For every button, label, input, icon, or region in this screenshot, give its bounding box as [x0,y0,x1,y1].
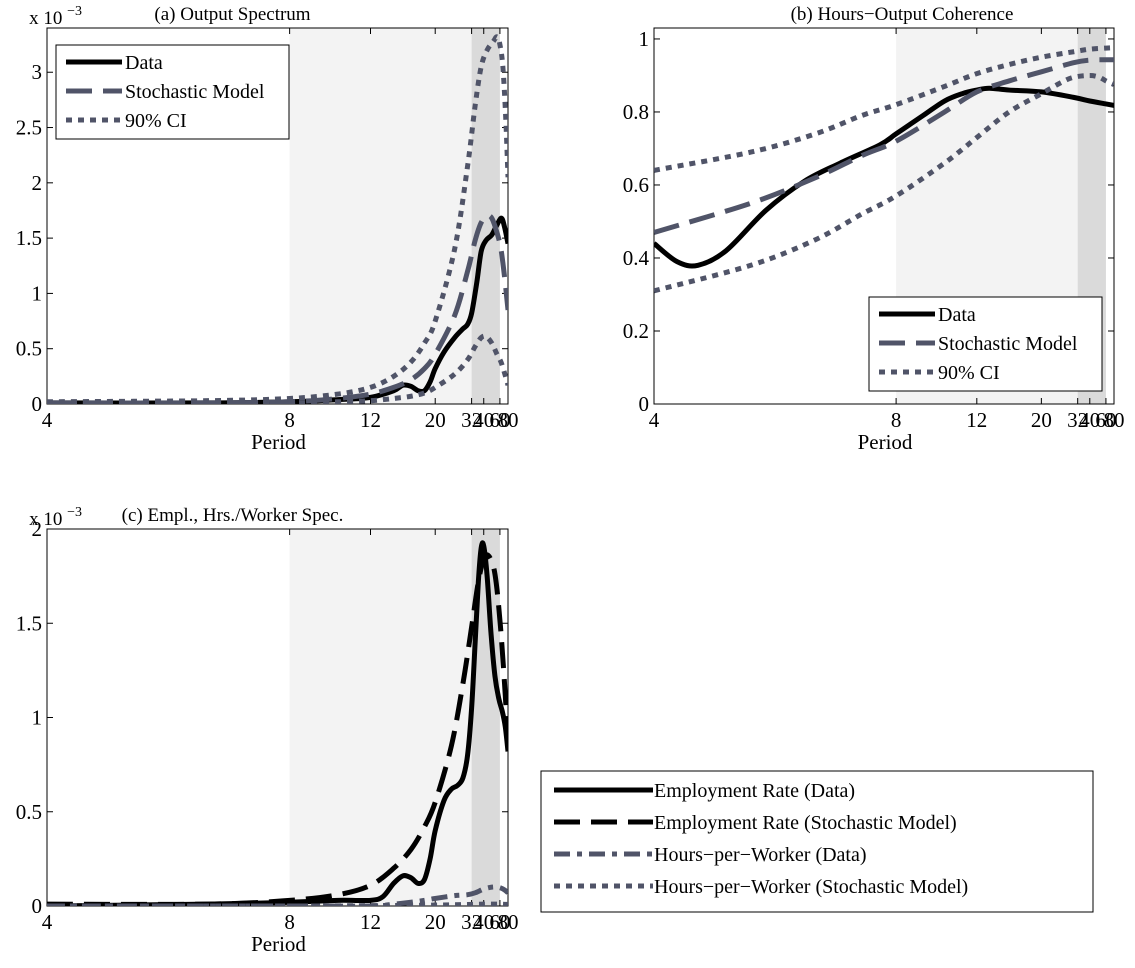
x-tick-label-60: 60 [1095,408,1116,432]
y-tick-label-4: 0.8 [623,100,649,124]
series-line-data-0 [654,85,1114,269]
y-tick-label-4: 2 [32,171,43,195]
x-tick-label-40: 40 [473,910,494,934]
x-tick-label-20: 20 [425,408,446,432]
series-group [47,34,508,404]
y-tick-label-6: 3 [32,60,43,84]
series-line-stochastic-model-1 [654,57,1114,235]
x-tick-label-32: 32 [461,408,482,432]
series-line-hours-per-worker-stochastic-model-3 [47,901,508,906]
legend-label-stochastic-model: Stochastic Model [938,333,1078,355]
y-tick-label-4: 2 [32,517,43,541]
panel-title: (c) Empl., Hrs./Worker Spec. [122,505,344,526]
x-tick-label-40: 40 [473,408,494,432]
y-tick-label-1: 0.5 [16,337,42,361]
x-tick-label-80: 80 [498,910,519,934]
series-group [47,540,508,906]
y-tick-label-3: 1.5 [16,226,42,250]
y-tick-label-0: 0 [639,392,650,416]
x-tick-label-4: 4 [42,910,53,934]
y-tick-label-3: 1.5 [16,611,42,635]
x-tick-label-20: 20 [425,910,446,934]
series-group [654,45,1114,294]
x-tick-label-40: 40 [1079,408,1100,432]
x-tick-label-12: 12 [360,910,381,934]
x-tick-label-12: 12 [966,408,987,432]
series-line-90-ci-2 [654,45,1114,173]
x-tick-label-8: 8 [891,408,902,432]
y-tick-label-0: 0 [32,894,43,918]
series-line-90-ci-3 [47,333,508,404]
x-axis-label: Period [858,430,913,454]
panel-title: (a) Output Spectrum [154,4,310,25]
x-tick-label-32: 32 [461,910,482,934]
x-tick-label-8: 8 [284,408,295,432]
legend: Data Stochastic Model 90% CI [868,296,1103,392]
x-tick-label-12: 12 [360,408,381,432]
series-line-hours-per-worker-data-2 [47,884,508,906]
bottom-legend-box [540,770,1094,913]
bottom-legend-label-employment-rate-data: Employment Rate (Data) [654,780,855,802]
shaded-band-8-32 [289,529,472,906]
x-tick-label-4: 4 [42,408,53,432]
bottom-legend-label-hours-per-worker-stochastic-model: Hours−per−Worker (Stochastic Model) [654,876,968,898]
legend-label-data: Data [125,52,163,74]
legend-label-90-ci: 90% CI [938,362,1000,384]
y-tick-label-0: 0 [32,392,43,416]
y-tick-label-2: 1 [32,281,43,305]
x-axis-label: Period [251,932,306,956]
x-tick-label-32: 32 [1067,408,1088,432]
series-line-employment-rate-data-0 [47,540,508,906]
y-tick-label-1: 0.5 [16,800,42,824]
x-axis-label: Period [251,430,306,454]
x-tick-label-80: 80 [498,408,519,432]
y-tick-label-2: 0.4 [623,246,650,270]
x-tick-label-8: 8 [284,910,295,934]
bottom-legend: Employment Rate (Data) Employment Rate (S… [540,770,1094,913]
x-tick-label-60: 60 [489,408,510,432]
x-tick-label-4: 4 [649,408,660,432]
shaded-band-32-60 [471,28,500,404]
series-line-employment-rate-stochastic-model-1 [47,552,508,906]
legend-label-data: Data [938,304,976,326]
y-tick-label-5: 2.5 [16,116,42,140]
x-tick-label-60: 60 [489,910,510,934]
series-line-90-ci-3 [654,72,1114,294]
y-scale-multiplier: x 10 −3 [29,505,82,530]
bottom-legend-label-employment-rate-stochastic-model: Employment Rate (Stochastic Model) [654,812,957,834]
y-scale-multiplier: x 10 −3 [29,4,82,29]
x-tick-label-80: 80 [1104,408,1125,432]
axes-frame [653,27,1115,405]
y-tick-label-1: 0.2 [623,319,649,343]
legend-label-stochastic-model: Stochastic Model [125,81,265,103]
series-line-90-ci-2 [47,34,508,404]
y-tick-label-2: 1 [32,706,43,730]
legend: Data Stochastic Model 90% CI [55,44,290,140]
y-tick-label-3: 0.6 [623,173,649,197]
bottom-legend-label-hours-per-worker-data: Hours−per−Worker (Data) [654,844,867,866]
y-tick-label-5: 1 [639,27,650,51]
legend-label-90-ci: 90% CI [125,110,187,132]
x-tick-label-20: 20 [1031,408,1052,432]
panel-title: (b) Hours−Output Coherence [791,4,1014,25]
